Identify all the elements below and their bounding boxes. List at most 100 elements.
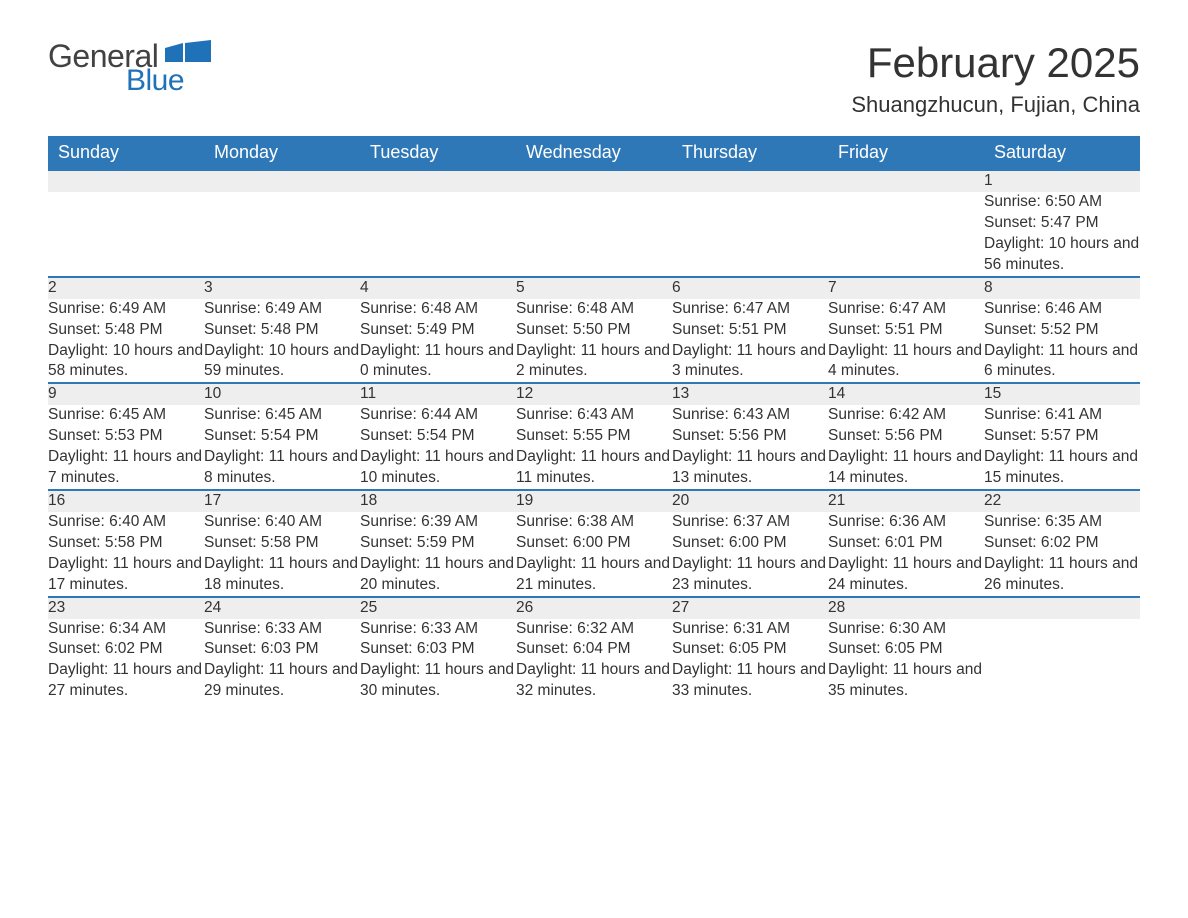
day-number-cell: [984, 597, 1140, 619]
day-number-cell: 16: [48, 490, 204, 512]
day-number-cell: 17: [204, 490, 360, 512]
sunrise-text: Sunrise: 6:47 AM: [828, 299, 984, 320]
day-detail-row: Sunrise: 6:40 AMSunset: 5:58 PMDaylight:…: [48, 512, 1140, 597]
day-number-cell: 10: [204, 383, 360, 405]
daylight-text: Daylight: 11 hours and 21 minutes.: [516, 554, 672, 596]
daylight-text: Daylight: 11 hours and 32 minutes.: [516, 660, 672, 702]
daylight-text: Daylight: 11 hours and 15 minutes.: [984, 447, 1140, 489]
sunset-text: Sunset: 5:55 PM: [516, 426, 672, 447]
day-number-cell: 15: [984, 383, 1140, 405]
day-detail-cell: Sunrise: 6:35 AMSunset: 6:02 PMDaylight:…: [984, 512, 1140, 597]
daylight-text: Daylight: 10 hours and 59 minutes.: [204, 341, 360, 383]
sunset-text: Sunset: 5:47 PM: [984, 213, 1140, 234]
sunset-text: Sunset: 6:04 PM: [516, 639, 672, 660]
sunrise-text: Sunrise: 6:41 AM: [984, 405, 1140, 426]
sunrise-text: Sunrise: 6:43 AM: [672, 405, 828, 426]
day-detail-cell: Sunrise: 6:34 AMSunset: 6:02 PMDaylight:…: [48, 619, 204, 715]
daylight-text: Daylight: 11 hours and 10 minutes.: [360, 447, 516, 489]
sunrise-text: Sunrise: 6:38 AM: [516, 512, 672, 533]
day-detail-cell: [672, 192, 828, 277]
day-detail-cell: Sunrise: 6:49 AMSunset: 5:48 PMDaylight:…: [204, 299, 360, 384]
sunset-text: Sunset: 6:00 PM: [672, 533, 828, 554]
daylight-text: Daylight: 11 hours and 8 minutes.: [204, 447, 360, 489]
daylight-text: Daylight: 11 hours and 29 minutes.: [204, 660, 360, 702]
daylight-text: Daylight: 11 hours and 13 minutes.: [672, 447, 828, 489]
daylight-text: Daylight: 10 hours and 58 minutes.: [48, 341, 204, 383]
daylight-text: Daylight: 11 hours and 35 minutes.: [828, 660, 984, 702]
day-number-cell: 1: [984, 170, 1140, 192]
sunrise-text: Sunrise: 6:37 AM: [672, 512, 828, 533]
sunrise-text: Sunrise: 6:44 AM: [360, 405, 516, 426]
day-header: Thursday: [672, 136, 828, 170]
day-number-cell: 27: [672, 597, 828, 619]
sunrise-text: Sunrise: 6:49 AM: [48, 299, 204, 320]
header: General Blue February 2025 Shuangzhucun,…: [48, 40, 1140, 118]
sunset-text: Sunset: 5:58 PM: [204, 533, 360, 554]
calendar-head: Sunday Monday Tuesday Wednesday Thursday…: [48, 136, 1140, 170]
sunset-text: Sunset: 5:57 PM: [984, 426, 1140, 447]
day-detail-cell: [48, 192, 204, 277]
sunset-text: Sunset: 5:50 PM: [516, 320, 672, 341]
sunrise-text: Sunrise: 6:43 AM: [516, 405, 672, 426]
day-number-cell: 21: [828, 490, 984, 512]
daylight-text: Daylight: 11 hours and 18 minutes.: [204, 554, 360, 596]
sunrise-text: Sunrise: 6:35 AM: [984, 512, 1140, 533]
day-header: Wednesday: [516, 136, 672, 170]
day-number-cell: 12: [516, 383, 672, 405]
sunrise-text: Sunrise: 6:31 AM: [672, 619, 828, 640]
daylight-text: Daylight: 11 hours and 17 minutes.: [48, 554, 204, 596]
day-number-cell: 6: [672, 277, 828, 299]
sunset-text: Sunset: 5:58 PM: [48, 533, 204, 554]
day-number-cell: [204, 170, 360, 192]
day-detail-cell: Sunrise: 6:33 AMSunset: 6:03 PMDaylight:…: [204, 619, 360, 715]
day-detail-cell: Sunrise: 6:40 AMSunset: 5:58 PMDaylight:…: [204, 512, 360, 597]
sunrise-text: Sunrise: 6:32 AM: [516, 619, 672, 640]
sunrise-text: Sunrise: 6:34 AM: [48, 619, 204, 640]
day-number-row: 16171819202122: [48, 490, 1140, 512]
sunrise-text: Sunrise: 6:39 AM: [360, 512, 516, 533]
day-detail-row: Sunrise: 6:45 AMSunset: 5:53 PMDaylight:…: [48, 405, 1140, 490]
daylight-text: Daylight: 11 hours and 7 minutes.: [48, 447, 204, 489]
sunset-text: Sunset: 6:05 PM: [828, 639, 984, 660]
flag-icon: [165, 40, 211, 66]
day-number-cell: [516, 170, 672, 192]
sunset-text: Sunset: 5:54 PM: [360, 426, 516, 447]
daylight-text: Daylight: 11 hours and 6 minutes.: [984, 341, 1140, 383]
sunrise-text: Sunrise: 6:48 AM: [360, 299, 516, 320]
day-number-cell: 9: [48, 383, 204, 405]
daylight-text: Daylight: 11 hours and 24 minutes.: [828, 554, 984, 596]
daylight-text: Daylight: 11 hours and 33 minutes.: [672, 660, 828, 702]
day-number-cell: [828, 170, 984, 192]
sunset-text: Sunset: 6:02 PM: [48, 639, 204, 660]
day-detail-cell: Sunrise: 6:46 AMSunset: 5:52 PMDaylight:…: [984, 299, 1140, 384]
day-number-cell: 23: [48, 597, 204, 619]
sunrise-text: Sunrise: 6:48 AM: [516, 299, 672, 320]
sunset-text: Sunset: 6:00 PM: [516, 533, 672, 554]
day-detail-cell: Sunrise: 6:43 AMSunset: 5:55 PMDaylight:…: [516, 405, 672, 490]
day-detail-cell: Sunrise: 6:43 AMSunset: 5:56 PMDaylight:…: [672, 405, 828, 490]
day-number-cell: 4: [360, 277, 516, 299]
daylight-text: Daylight: 11 hours and 30 minutes.: [360, 660, 516, 702]
sunrise-text: Sunrise: 6:30 AM: [828, 619, 984, 640]
daylight-text: Daylight: 11 hours and 11 minutes.: [516, 447, 672, 489]
sunrise-text: Sunrise: 6:45 AM: [48, 405, 204, 426]
sunset-text: Sunset: 5:49 PM: [360, 320, 516, 341]
day-detail-cell: Sunrise: 6:48 AMSunset: 5:49 PMDaylight:…: [360, 299, 516, 384]
location-label: Shuangzhucun, Fujian, China: [851, 92, 1140, 118]
day-detail-cell: Sunrise: 6:37 AMSunset: 6:00 PMDaylight:…: [672, 512, 828, 597]
day-detail-cell: Sunrise: 6:33 AMSunset: 6:03 PMDaylight:…: [360, 619, 516, 715]
day-detail-cell: Sunrise: 6:38 AMSunset: 6:00 PMDaylight:…: [516, 512, 672, 597]
sunset-text: Sunset: 5:48 PM: [204, 320, 360, 341]
day-number-cell: 22: [984, 490, 1140, 512]
day-header: Saturday: [984, 136, 1140, 170]
day-header: Friday: [828, 136, 984, 170]
day-detail-cell: Sunrise: 6:36 AMSunset: 6:01 PMDaylight:…: [828, 512, 984, 597]
day-detail-cell: [360, 192, 516, 277]
day-number-cell: 14: [828, 383, 984, 405]
day-detail-cell: Sunrise: 6:44 AMSunset: 5:54 PMDaylight:…: [360, 405, 516, 490]
sunrise-text: Sunrise: 6:40 AM: [204, 512, 360, 533]
day-detail-cell: Sunrise: 6:49 AMSunset: 5:48 PMDaylight:…: [48, 299, 204, 384]
day-detail-cell: Sunrise: 6:32 AMSunset: 6:04 PMDaylight:…: [516, 619, 672, 715]
sunrise-text: Sunrise: 6:40 AM: [48, 512, 204, 533]
day-number-cell: [672, 170, 828, 192]
